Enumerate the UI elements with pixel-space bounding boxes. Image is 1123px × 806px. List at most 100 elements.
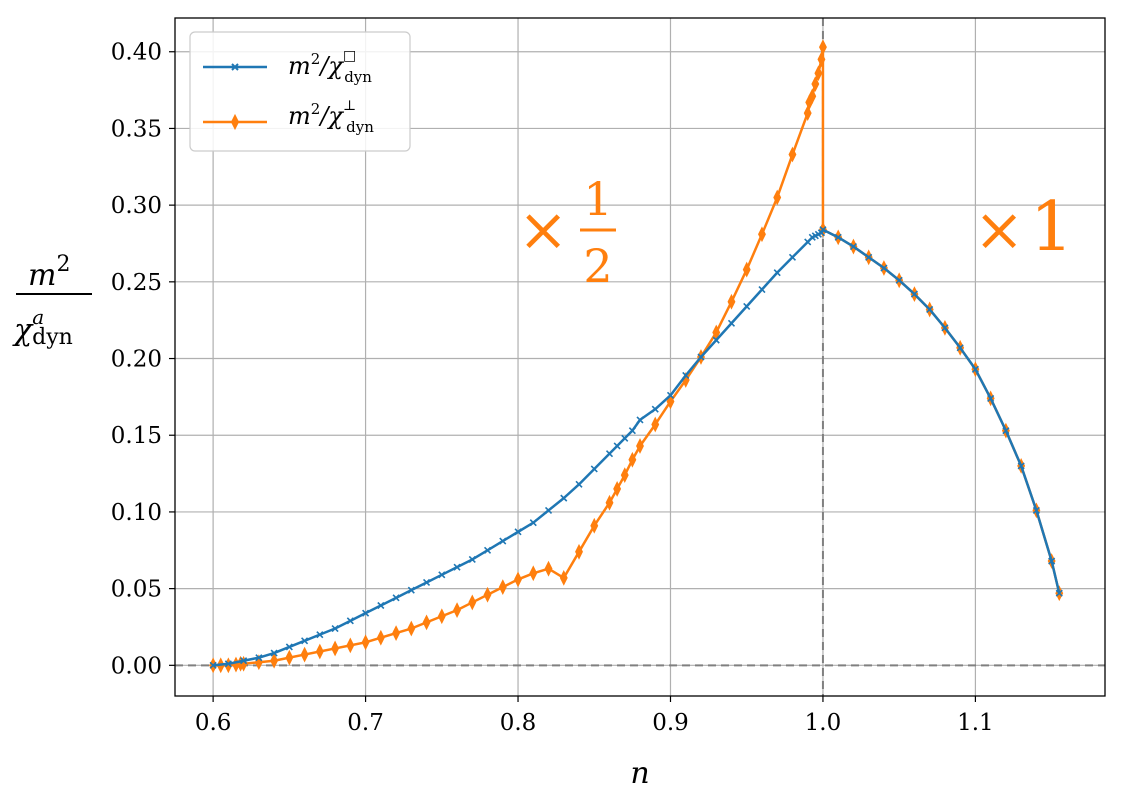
annotation-half: × 1 2 bbox=[518, 172, 616, 293]
x-axis-label: n bbox=[630, 756, 649, 791]
data-point bbox=[636, 416, 644, 424]
data-point bbox=[849, 242, 858, 251]
legend-swatch-diamond-marker bbox=[230, 113, 240, 131]
data-point bbox=[483, 586, 492, 603]
svg-text:m2/χ⊥dyn: m2/χ⊥ dyn bbox=[288, 98, 374, 136]
data-point bbox=[285, 643, 293, 651]
data-point bbox=[666, 391, 675, 399]
y-tick-label: 0.15 bbox=[111, 423, 162, 449]
data-point bbox=[697, 353, 705, 361]
data-point bbox=[712, 336, 720, 344]
data-point bbox=[1017, 462, 1025, 470]
data-point bbox=[613, 481, 622, 497]
data-point bbox=[301, 637, 309, 645]
data-point bbox=[817, 51, 826, 68]
data-point bbox=[514, 528, 522, 536]
data-point bbox=[392, 625, 401, 642]
legend-label-sup: 2 bbox=[311, 100, 321, 118]
x-tick-label: 0.8 bbox=[500, 710, 537, 736]
x-tick-label: 0.9 bbox=[652, 710, 689, 736]
y-label-numerator-sup: 2 bbox=[56, 252, 70, 277]
data-point bbox=[529, 565, 538, 582]
data-point bbox=[621, 434, 629, 442]
annotation-one-value: 1 bbox=[1030, 188, 1073, 267]
svg-text:m2: m2 bbox=[28, 252, 70, 293]
legend-swatch-x-marker bbox=[231, 63, 239, 71]
data-point bbox=[636, 438, 644, 454]
data-point bbox=[628, 427, 636, 435]
legend-box bbox=[189, 31, 411, 152]
data-point bbox=[544, 506, 553, 514]
data-point bbox=[895, 276, 903, 284]
data-point bbox=[407, 620, 416, 637]
data-point bbox=[468, 555, 476, 564]
data-point bbox=[377, 601, 385, 610]
legend-label-chi-sup: □ bbox=[343, 48, 356, 64]
reference-lines bbox=[175, 18, 1105, 696]
data-point bbox=[628, 451, 637, 468]
data-point bbox=[422, 614, 431, 631]
data-point bbox=[605, 450, 614, 458]
data-point bbox=[819, 226, 827, 234]
annotation-half-numerator: 1 bbox=[583, 172, 612, 226]
data-point bbox=[590, 517, 599, 534]
data-point bbox=[255, 654, 263, 662]
data-point bbox=[468, 594, 477, 611]
data-point bbox=[437, 608, 446, 625]
data-point bbox=[499, 537, 507, 545]
series-layer bbox=[209, 39, 1064, 674]
data-point bbox=[803, 105, 812, 121]
series-chi-square bbox=[209, 226, 1063, 669]
y-tick-label: 0.20 bbox=[111, 347, 162, 373]
x-tick-label: 0.7 bbox=[347, 710, 384, 736]
y-tick-label: 0.05 bbox=[111, 577, 162, 603]
data-point bbox=[910, 290, 918, 298]
y-label-denominator-sub: dyn bbox=[32, 325, 73, 350]
data-point bbox=[1002, 427, 1010, 435]
legend-label-chi: /χ bbox=[318, 52, 344, 80]
data-point bbox=[392, 594, 400, 602]
x-tick-label: 1.0 bbox=[805, 710, 842, 736]
data-point bbox=[1048, 557, 1056, 565]
y-tick-label: 0.00 bbox=[111, 653, 162, 679]
data-point bbox=[544, 560, 553, 577]
annotation-half-denominator: 2 bbox=[583, 239, 612, 293]
data-point bbox=[773, 189, 782, 206]
legend-label-chi-sub: dyn bbox=[344, 68, 372, 86]
data-point bbox=[814, 65, 823, 82]
y-tick-label: 0.10 bbox=[111, 500, 162, 526]
data-point bbox=[285, 649, 294, 666]
data-point bbox=[941, 324, 949, 332]
annotation-half-prefix: × bbox=[518, 195, 568, 265]
data-point bbox=[316, 631, 324, 639]
data-point bbox=[758, 226, 766, 243]
y-tick-label: 0.35 bbox=[111, 116, 162, 142]
legend-label-sup: 2 bbox=[311, 50, 321, 68]
data-point bbox=[514, 571, 522, 588]
data-point bbox=[362, 609, 370, 617]
data-point bbox=[453, 563, 461, 571]
data-point bbox=[773, 269, 781, 277]
legend: m2/χ□ dyn m2/χ⊥ dyn bbox=[189, 31, 411, 152]
data-point bbox=[438, 571, 446, 579]
data-point bbox=[331, 624, 339, 633]
data-point bbox=[575, 543, 583, 560]
annotation-one: × 1 bbox=[974, 188, 1073, 267]
data-point bbox=[422, 578, 431, 587]
data-point bbox=[453, 602, 461, 618]
data-point bbox=[651, 405, 659, 413]
data-point bbox=[819, 39, 827, 56]
y-label-denominator-sup: a bbox=[32, 305, 44, 329]
data-point bbox=[270, 649, 278, 657]
data-point bbox=[971, 365, 979, 373]
svg-text:m2/χ□dyn: m2/χ□ dyn bbox=[288, 48, 372, 86]
legend-label-base: m bbox=[288, 52, 311, 80]
data-point bbox=[560, 494, 568, 502]
data-point bbox=[926, 305, 934, 314]
data-point bbox=[224, 660, 232, 668]
series-line bbox=[212, 228, 1061, 667]
y-tick-label: 0.25 bbox=[111, 270, 162, 296]
data-point bbox=[758, 285, 766, 294]
y-tick-label: 0.40 bbox=[111, 40, 162, 66]
